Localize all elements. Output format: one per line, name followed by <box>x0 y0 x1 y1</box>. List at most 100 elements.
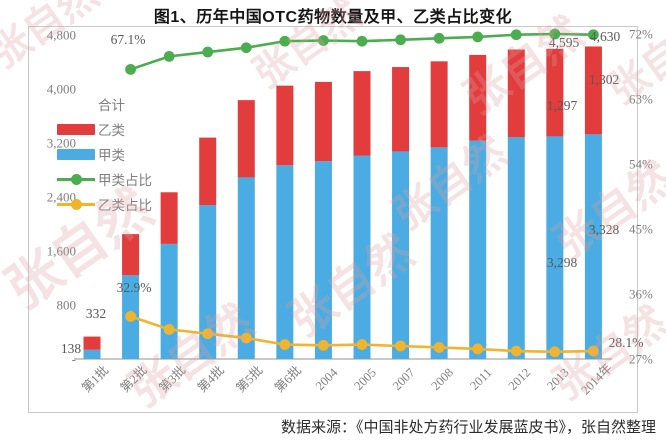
left-axis-tick: 800 <box>57 298 77 313</box>
annotation-label: 4,595 <box>549 35 580 50</box>
bar-class-a-2011 <box>469 140 487 359</box>
legend-item-class-a: 甲类 <box>57 144 152 164</box>
annotation-label: 138 <box>61 341 82 356</box>
x-axis-label: 2007 <box>390 365 418 393</box>
bar-class-a-第4批 <box>199 205 217 359</box>
bar-class-a-2013 <box>546 136 564 359</box>
x-axis-label: 2004 <box>313 365 341 393</box>
x-axis-label: 第5批 <box>233 362 266 395</box>
marker-乙类占比 <box>356 339 368 350</box>
marker-乙类占比 <box>202 328 214 340</box>
bar-class-b-2013 <box>546 48 564 137</box>
annotation-label: 332 <box>86 306 106 321</box>
left-axis-tick: - <box>72 352 76 367</box>
x-axis-label: 2013 <box>544 365 572 393</box>
marker-甲类占比 <box>163 50 175 62</box>
right-axis-tick: 45% <box>629 222 653 237</box>
x-axis-label: 2005 <box>351 365 379 393</box>
class-a-pct-line-swatch <box>57 173 95 185</box>
bar-class-a-第3批 <box>160 243 178 359</box>
marker-甲类占比 <box>356 35 368 47</box>
legend-total-label: 合计 <box>98 98 125 113</box>
plot-border <box>28 26 638 413</box>
left-axis-tick: 2,400 <box>47 190 76 205</box>
right-axis-tick: 54% <box>629 157 653 172</box>
marker-乙类占比 <box>395 340 406 352</box>
legend-class-b-label: 乙类 <box>98 123 125 138</box>
bar-class-b-2004 <box>314 81 332 162</box>
marker-乙类占比 <box>240 332 252 344</box>
bar-class-b-第1批 <box>83 336 101 350</box>
annotation-label: 1,297 <box>547 98 578 113</box>
bar-class-a-第1批 <box>83 349 101 359</box>
right-axis-tick: 27% <box>629 352 653 367</box>
right-axis-tick: 72% <box>629 27 653 42</box>
bar-class-b-2012 <box>507 49 525 138</box>
annotation-label: 1,302 <box>589 72 619 87</box>
legend-item-class-a-pct: 甲类占比 <box>57 169 152 189</box>
annotation-label: 32.9% <box>117 280 152 295</box>
marker-乙类占比 <box>510 345 522 357</box>
left-axis-tick: 3,200 <box>47 136 76 151</box>
bar-class-b-2008 <box>430 61 448 148</box>
x-axis-label: 第3批 <box>156 362 189 395</box>
bar-class-a-2004 <box>314 161 332 359</box>
left-axis-tick: 4,800 <box>47 28 76 43</box>
annotation-label: 3,298 <box>547 255 578 270</box>
marker-乙类占比 <box>472 343 484 355</box>
legend-class-a-label: 甲类 <box>98 148 125 163</box>
marker-甲类占比 <box>125 63 136 75</box>
legend-class-b-pct-label: 乙类占比 <box>98 198 152 213</box>
x-axis-label: 第1批 <box>78 362 111 395</box>
bar-class-a-第5批 <box>237 177 255 359</box>
bar-class-b-第5批 <box>237 100 255 178</box>
x-axis-label: 2012 <box>506 365 534 393</box>
legend-item-class-b-pct: 乙类占比 <box>57 194 152 214</box>
bar-class-b-第2批 <box>122 234 140 276</box>
marker-甲类占比 <box>395 34 406 46</box>
marker-甲类占比 <box>549 28 561 40</box>
class-a-swatch <box>57 148 95 160</box>
annotation-label: 28.1% <box>609 335 644 350</box>
x-axis-label: 2008 <box>429 365 457 393</box>
marker-甲类占比 <box>433 32 445 44</box>
bar-class-b-第3批 <box>160 192 178 244</box>
bar-class-b-2014年 <box>584 46 602 135</box>
chart-legend: 合计 乙类 甲类 甲类占比 乙类占比 <box>57 94 152 219</box>
x-axis-label: 2011 <box>467 366 494 393</box>
marker-乙类占比 <box>125 310 136 322</box>
class-b-swatch <box>57 123 95 135</box>
marker-甲类占比 <box>202 46 214 58</box>
marker-甲类占比 <box>279 35 291 47</box>
bar-class-a-2005 <box>353 155 371 359</box>
otc-chart: 4,800 4,000 3,200 2,400 1,600 800 - 72% 63% 54% 45… <box>28 26 653 413</box>
marker-乙类占比 <box>163 323 175 335</box>
marker-乙类占比 <box>318 339 329 351</box>
marker-甲类占比 <box>510 29 522 41</box>
marker-乙类占比 <box>279 339 291 350</box>
class-a-pct-dot <box>71 173 82 185</box>
x-axis-label: 第4批 <box>194 362 227 395</box>
annotation-label: 4,630 <box>590 29 621 44</box>
marker-甲类占比 <box>472 31 484 43</box>
legend-item-class-b: 乙类 <box>57 119 152 139</box>
chart-title: 图1、历年中国OTC药物数量及甲、乙类占比变化 <box>153 9 513 26</box>
bar-class-b-2005 <box>353 71 371 156</box>
x-axis-label: 第6批 <box>271 362 304 395</box>
left-axis-tick: 1,600 <box>47 244 76 259</box>
source-note: 数据来源：《中国非处方药行业发展蓝皮书》，张自然整理 <box>280 420 656 436</box>
bar-class-a-2014年 <box>584 134 602 359</box>
annotation-label: 67.1% <box>111 32 146 47</box>
marker-甲类占比 <box>318 35 329 46</box>
left-axis-tick: 4,000 <box>47 82 76 97</box>
right-axis-tick: 36% <box>629 287 653 302</box>
class-b-pct-dot <box>71 198 82 210</box>
marker-乙类占比 <box>549 346 561 358</box>
marker-乙类占比 <box>433 342 445 353</box>
legend-item-total: 合计 <box>57 94 152 114</box>
class-b-pct-line-swatch <box>57 198 95 210</box>
bar-class-b-2007 <box>392 67 410 152</box>
bar-class-b-第4批 <box>199 137 217 206</box>
marker-乙类占比 <box>588 345 599 357</box>
bar-class-b-2011 <box>469 54 487 141</box>
